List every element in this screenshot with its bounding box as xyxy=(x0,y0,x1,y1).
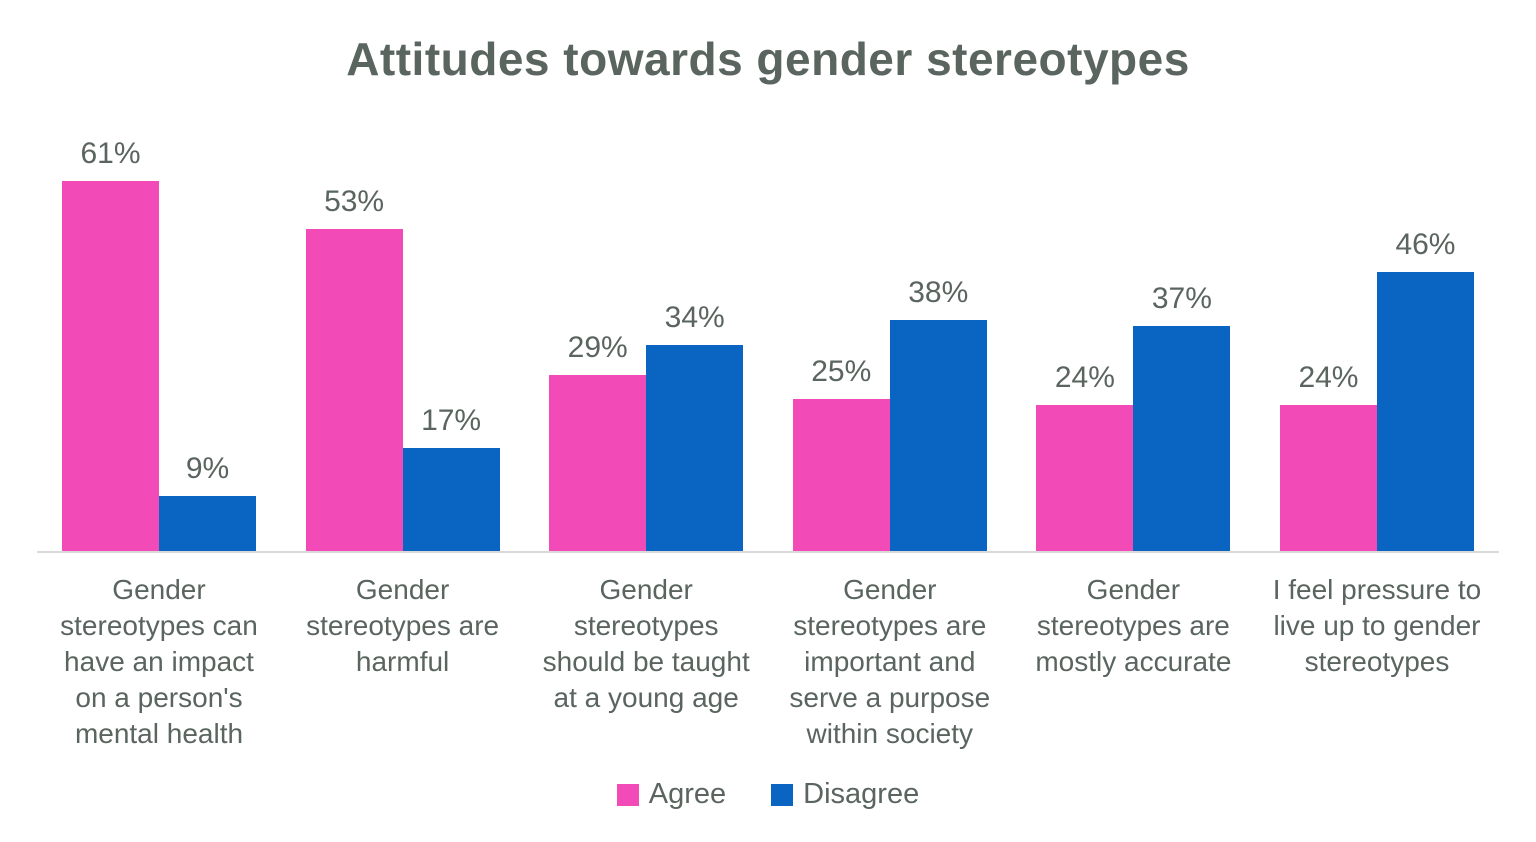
category-label: Gender stereotypes should be taught at a… xyxy=(542,574,750,713)
bar-agree xyxy=(792,399,890,551)
bar-disagree xyxy=(1133,326,1231,551)
data-label-agree: 53% xyxy=(324,185,385,218)
bar-agree xyxy=(1036,405,1134,551)
legend: Agree Disagree xyxy=(0,778,1536,811)
bar-agree xyxy=(305,229,403,551)
data-label-disagree: 17% xyxy=(421,404,482,437)
data-label-agree: 24% xyxy=(1298,361,1359,394)
bar-agree xyxy=(1279,405,1377,551)
data-label-agree: 24% xyxy=(1054,361,1115,394)
category-cell: Gender stereotypes are important and ser… xyxy=(789,572,990,752)
legend-item-disagree: Disagree xyxy=(771,778,919,811)
bar-group: 24% 37% xyxy=(1036,282,1231,551)
category-label: Gender stereotypes can have an impact on… xyxy=(60,574,258,749)
data-label-disagree: 38% xyxy=(908,276,969,309)
bar-cell-disagree: 38% xyxy=(889,276,987,551)
data-label-agree: 29% xyxy=(567,331,628,364)
bar-disagree xyxy=(646,345,744,551)
category-cell: Gender stereotypes are mostly accurate xyxy=(1035,572,1231,752)
category-label: Gender stereotypes are important and ser… xyxy=(789,574,991,749)
bar-groups: 61% 9% 53% 17% 29% 34% 25% 38% 24% 37% 24% 46% xyxy=(37,121,1499,551)
category-axis: Gender stereotypes can have an impact on… xyxy=(37,572,1499,752)
bar-cell-disagree: 46% xyxy=(1376,228,1474,551)
category-label: Gender stereotypes are harmful xyxy=(306,574,500,677)
legend-label-disagree: Disagree xyxy=(803,778,920,810)
legend-swatch-agree xyxy=(616,783,639,806)
plot-area: 61% 9% 53% 17% 29% 34% 25% 38% 24% 37% 24% 46% xyxy=(37,121,1499,553)
bar-agree xyxy=(62,181,159,551)
category-label: Gender stereotypes are mostly accurate xyxy=(1035,574,1232,677)
data-label-disagree: 9% xyxy=(185,452,230,485)
bar-disagree xyxy=(1376,272,1474,551)
bar-cell-agree: 61% xyxy=(62,137,159,551)
category-cell: Gender stereotypes are harmful xyxy=(306,572,500,752)
data-label-disagree: 46% xyxy=(1395,228,1456,261)
bar-agree xyxy=(549,375,647,551)
data-label-disagree: 34% xyxy=(664,301,725,334)
bar-group: 25% 38% xyxy=(792,276,987,551)
bar-group: 24% 46% xyxy=(1279,228,1474,551)
bar-cell-disagree: 37% xyxy=(1133,282,1231,551)
bar-cell-agree: 24% xyxy=(1279,361,1377,551)
legend-item-agree: Agree xyxy=(616,778,727,811)
category-cell: Gender stereotypes should be taught at a… xyxy=(543,572,750,752)
data-label-disagree: 37% xyxy=(1151,282,1212,315)
bar-disagree xyxy=(889,320,987,551)
bar-cell-agree: 24% xyxy=(1036,361,1134,551)
bar-cell-disagree: 17% xyxy=(402,404,500,551)
bar-cell-disagree: 34% xyxy=(646,301,744,551)
bar-cell-agree: 53% xyxy=(305,185,403,551)
legend-swatch-disagree xyxy=(771,783,794,806)
bar-disagree xyxy=(402,448,500,551)
bar-cell-agree: 25% xyxy=(792,355,890,551)
bar-cell-agree: 29% xyxy=(549,331,647,551)
bar-cell-disagree: 9% xyxy=(159,452,256,551)
chart-title: Attitudes towards gender stereotypes xyxy=(346,33,1190,85)
legend-label-agree: Agree xyxy=(648,778,727,810)
bar-group: 29% 34% xyxy=(549,301,744,551)
category-label: I feel pressure to live up to gender ste… xyxy=(1272,574,1482,677)
category-cell: Gender stereotypes can have an impact on… xyxy=(60,572,258,752)
bar-group: 53% 17% xyxy=(305,185,500,551)
category-cell: I feel pressure to live up to gender ste… xyxy=(1273,572,1482,752)
bar-disagree xyxy=(159,496,256,551)
bar-group: 61% 9% xyxy=(62,137,256,551)
data-label-agree: 25% xyxy=(811,355,872,388)
data-label-agree: 61% xyxy=(80,137,141,170)
